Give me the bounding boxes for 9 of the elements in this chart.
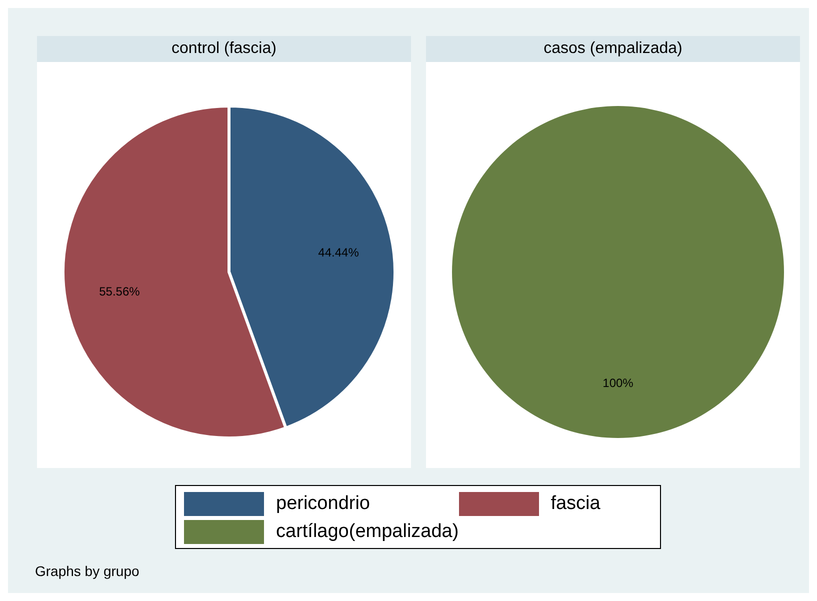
data-label: 55.56% [99,284,140,298]
chart-title: casos (empalizada) [426,36,800,62]
text: Graphs by grupo [35,563,140,579]
data-label: 44.44% [318,246,360,260]
legend-label: fascia [550,493,600,515]
data-label: 100% [602,376,634,390]
chart-title: control (fascia) [37,36,411,62]
legend-label: pericondrio [276,493,370,515]
legend-label: cartílago(empalizada) [276,521,459,543]
